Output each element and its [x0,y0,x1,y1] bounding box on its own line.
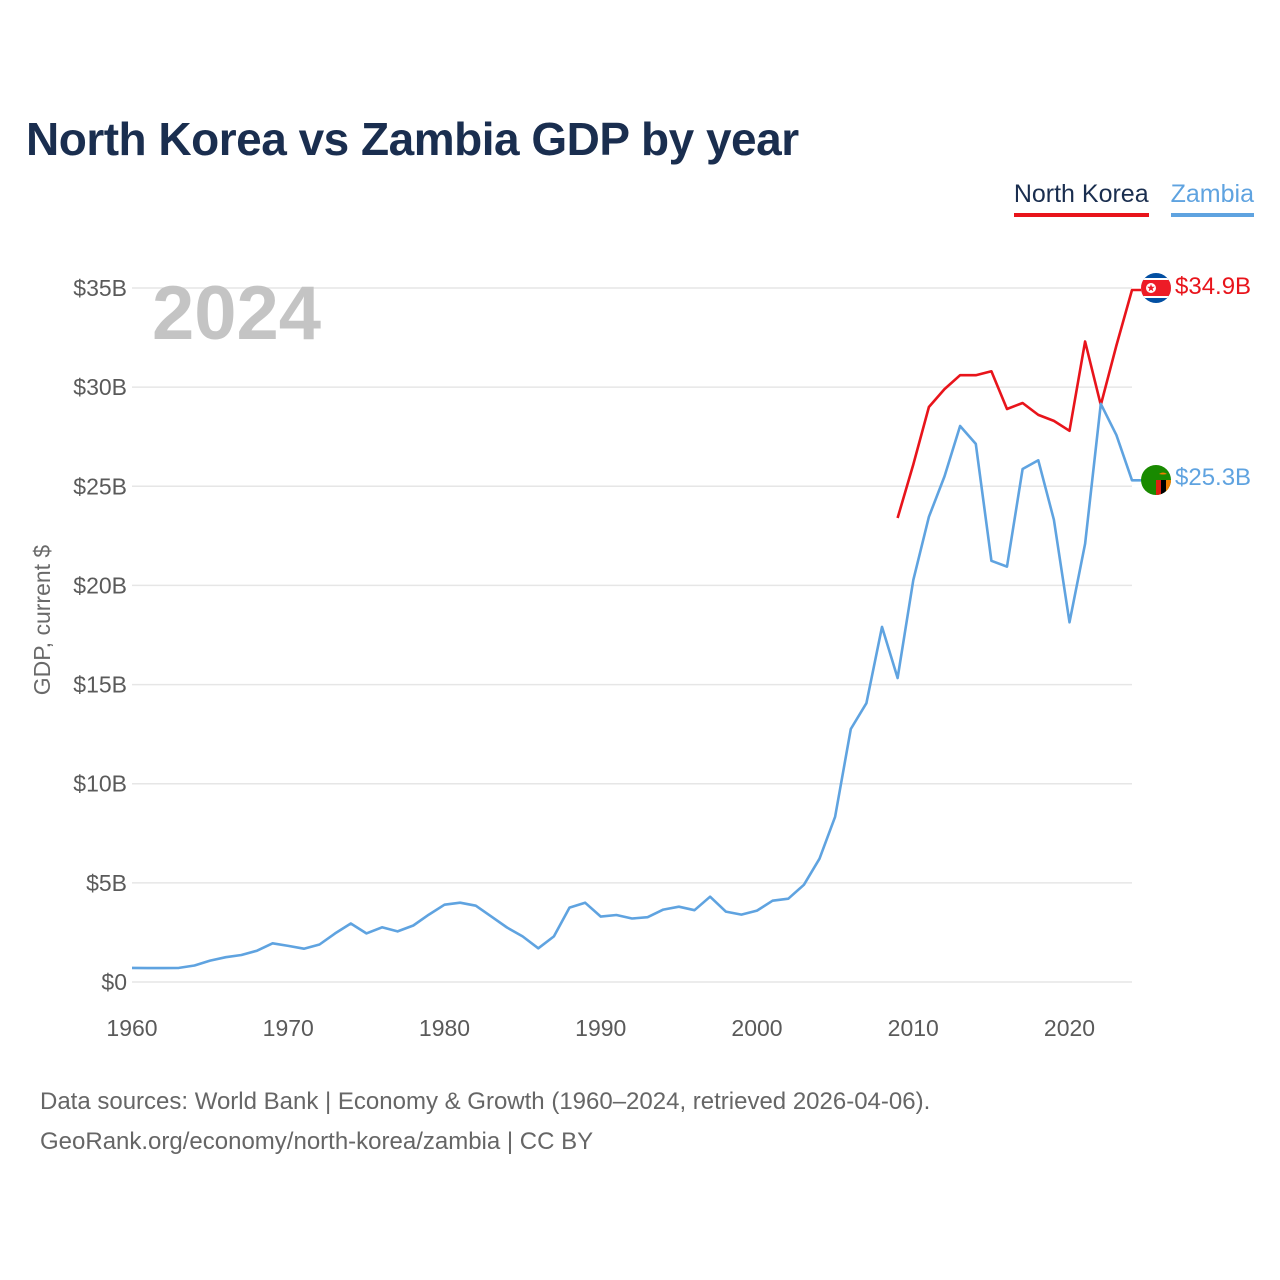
north-korea-end-label: $34.9B [1175,273,1251,300]
zambia-end-label: $25.3B [1175,464,1251,491]
grid-lines [132,287,1132,983]
north-korea-flag-icon [1141,273,1171,303]
legend-zambia[interactable]: Zambia [1170,180,1254,217]
zambia-flag-icon [1141,465,1171,495]
legend-north-korea[interactable]: North Korea [1013,180,1149,217]
x-tick-label: 1990 [575,1015,626,1041]
x-tick-label: 1980 [419,1015,470,1041]
source-line-1: Data sources: World Bank | Economy & Gro… [40,1088,931,1115]
y-tick-label: $5B [86,870,127,896]
y-tick-label: $10B [73,771,127,797]
x-tick-label: 1960 [106,1015,157,1041]
x-tick-label: 2020 [1044,1015,1095,1041]
series-lines [131,288,1142,970]
y-tick-label: $30B [73,374,127,400]
chart-title: North Korea vs Zambia GDP by year [26,113,799,165]
x-tick-label: 1970 [263,1015,314,1041]
y-axis-ticks: $0 $5B $10B $15B $20B $25B $30B $35B [73,275,127,995]
source-line-2[interactable]: GeoRank.org/economy/north-korea/zambia |… [40,1128,594,1155]
y-tick-label: $25B [73,473,127,499]
y-tick-label: $15B [73,672,127,698]
north-korea-line [896,288,1142,519]
legend: North Korea Zambia [1013,180,1254,217]
y-tick-label: $35B [73,275,127,301]
source-note: Data sources: World Bank | Economy & Gro… [40,1082,930,1162]
year-display: 2024 [152,271,321,356]
x-axis-ticks: 1960 1970 1980 1990 2000 2010 2020 [106,1015,1095,1041]
x-tick-label: 2010 [888,1015,939,1041]
y-axis-label: GDP, current $ [29,545,55,696]
y-tick-label: $0 [101,969,127,995]
x-tick-label: 2000 [731,1015,782,1041]
zambia-line [131,402,1142,970]
y-tick-label: $20B [73,572,127,598]
